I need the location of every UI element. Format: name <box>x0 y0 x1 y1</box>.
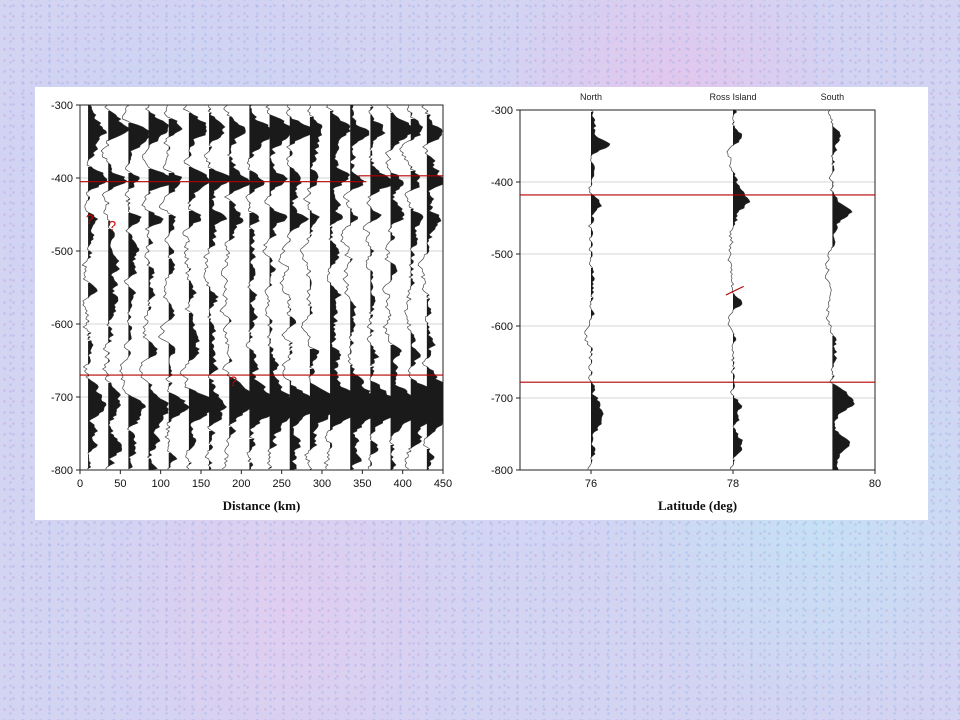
wiggle-trace <box>157 105 190 470</box>
x-axis-label: Latitude (deg) <box>658 498 737 513</box>
trace-header-label: Ross Island <box>709 92 756 102</box>
y-tick-label: -400 <box>51 173 73 185</box>
wiggle-fill <box>188 113 216 470</box>
wiggle-fill <box>370 107 402 467</box>
wiggle-fill <box>128 105 149 470</box>
red-marker-segment <box>725 285 744 296</box>
y-tick-label: -800 <box>491 465 513 477</box>
x-tick-label: 50 <box>114 478 126 490</box>
y-tick-label: -600 <box>491 321 513 333</box>
x-tick-label: 100 <box>151 478 169 490</box>
chart-1: -300 -400 -500 -600 -700 -800 0 50 100 150 200 250 3… <box>51 100 452 513</box>
wiggle-trace <box>726 109 751 471</box>
chart-2: -300 -400 -500 -600 -700 -800 76 78 80 Latitude (… <box>491 92 881 513</box>
figure-svg: -300 -400 -500 -600 -700 -800 0 50 100 150 200 250 3… <box>51 92 881 513</box>
wiggle-fill <box>148 105 176 470</box>
wiggle-fill <box>108 111 131 467</box>
wiggle-fill <box>309 107 340 470</box>
y-tick-label: -500 <box>51 246 73 258</box>
wiggle-fill <box>209 109 232 470</box>
x-tick-label: 200 <box>232 478 250 490</box>
question-mark-annotation: ? <box>229 373 237 389</box>
trace-header-label: North <box>580 92 602 102</box>
wiggle-trace <box>399 105 443 470</box>
x-tick-label: 350 <box>353 478 371 490</box>
plot-frame <box>79 104 444 471</box>
wiggle-fill <box>832 120 855 470</box>
wiggle-trace <box>119 105 150 470</box>
wiggle-trace <box>824 109 855 471</box>
wiggle-fill <box>410 113 443 453</box>
wiggle-fill <box>733 110 750 466</box>
y-tick-label: -600 <box>51 319 73 331</box>
plot-frame <box>519 109 876 471</box>
y-tick-label: -300 <box>51 100 73 112</box>
x-tick-label: 450 <box>434 478 452 490</box>
x-tick-label: 0 <box>77 478 83 490</box>
y-tick-label: -700 <box>51 392 73 404</box>
x-tick-label: 150 <box>192 478 210 490</box>
wiggle-fill <box>269 115 301 469</box>
x-tick-label: 80 <box>869 478 881 490</box>
x-tick-label: 400 <box>393 478 411 490</box>
wiggle-fill <box>249 105 278 470</box>
x-tick-label: 250 <box>272 478 290 490</box>
y-tick-label: -400 <box>491 177 513 189</box>
wiggle-fill <box>330 111 365 449</box>
wiggle-fill <box>88 105 107 469</box>
x-tick-label: 76 <box>585 478 597 490</box>
x-tick-label: 78 <box>727 478 739 490</box>
question-mark-annotation: ? <box>86 211 94 227</box>
x-tick-label: 300 <box>313 478 331 490</box>
x-axis-label: Distance (km) <box>223 498 301 513</box>
y-tick-label: -300 <box>491 105 513 117</box>
wiggle-fill <box>390 113 425 470</box>
wiggle-fill <box>289 109 318 470</box>
y-tick-label: -700 <box>491 393 513 405</box>
y-tick-label: -800 <box>51 465 73 477</box>
question-mark-annotation: ? <box>108 218 116 234</box>
figure-panel: -300 -400 -500 -600 -700 -800 0 50 100 150 200 250 3… <box>35 87 928 520</box>
trace-header-label: South <box>821 92 845 102</box>
wiggle-fill <box>350 105 382 470</box>
wiggle-fill <box>168 119 190 469</box>
wiggle-fill <box>426 111 443 470</box>
y-tick-label: -500 <box>491 249 513 261</box>
traces-group <box>81 105 443 470</box>
wiggle-fill <box>591 112 610 464</box>
